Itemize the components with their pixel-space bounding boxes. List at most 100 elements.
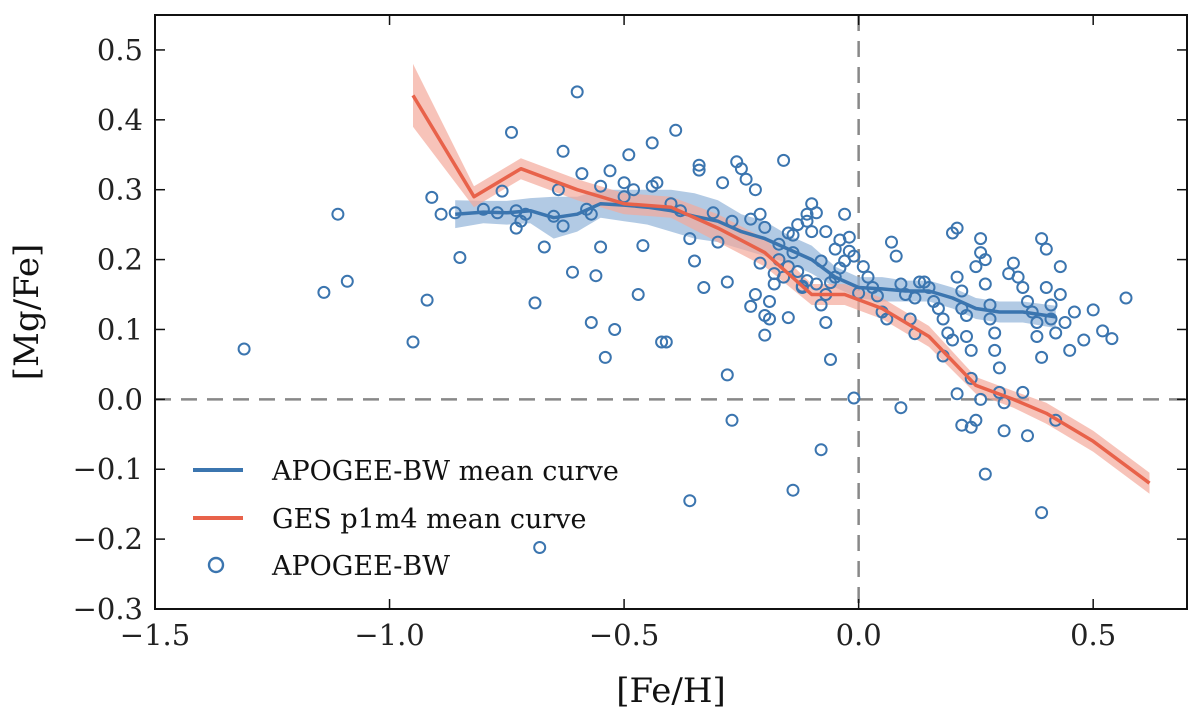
data-point (1021, 429, 1034, 443)
y-tick-label: 0.2 (97, 243, 143, 277)
data-point (758, 220, 772, 234)
data-point (570, 85, 584, 99)
data-point (594, 240, 608, 254)
data-point (753, 207, 767, 221)
data-point (645, 136, 659, 150)
data-point (1058, 316, 1072, 329)
data-point (589, 269, 603, 283)
x-tick-label: 0.0 (836, 618, 882, 652)
data-point (1053, 288, 1067, 301)
data-point (791, 218, 805, 232)
data-point (913, 275, 927, 289)
x-tick-label: 0.5 (1070, 618, 1116, 652)
data-point (1030, 330, 1044, 343)
ticks-layer: −1.5 −1.0 −0.5 0.0 0.5 −0.3 −0.2 −0.1 0.0 0.1 0.2 0… (73, 15, 1187, 652)
legend-label-apogee-points: APOGEE-BW (271, 551, 450, 582)
data-point (997, 424, 1011, 438)
data-point (1044, 298, 1058, 312)
data-point (1021, 295, 1034, 308)
data-point (688, 254, 701, 268)
data-point (734, 162, 748, 176)
plot-layer (155, 15, 1187, 609)
data-point (885, 235, 898, 249)
data-point (1006, 256, 1020, 270)
data-point (556, 144, 570, 158)
data-point (889, 249, 903, 263)
data-point (453, 251, 467, 264)
data-point (622, 148, 636, 162)
data-point (894, 401, 908, 415)
confidence-band-ges-mean (413, 63, 1150, 494)
data-point (528, 296, 542, 310)
data-point (955, 418, 969, 432)
data-point (964, 420, 978, 434)
data-point (988, 326, 1002, 340)
data-point (1035, 506, 1049, 520)
data-point (556, 219, 570, 233)
data-point (753, 256, 767, 270)
data-point (950, 270, 964, 284)
data-point (725, 413, 739, 427)
data-point (631, 288, 645, 301)
y-axis-label: [Mg/Fe] (7, 244, 47, 380)
legend-label-apogee-mean: APOGEE-BW mean curve (271, 456, 619, 487)
data-point (809, 206, 823, 220)
data-point (964, 371, 978, 385)
data-point (847, 391, 861, 405)
data-point (992, 361, 1006, 375)
data-point (936, 312, 950, 326)
data-point (983, 312, 997, 326)
data-point (767, 277, 781, 291)
data-point (434, 207, 448, 221)
data-point (533, 541, 547, 554)
data-point (1049, 326, 1063, 340)
data-point (1039, 242, 1053, 256)
data-point (824, 353, 837, 366)
data-point (880, 312, 894, 326)
data-point (575, 167, 589, 181)
x-tick-label: −0.5 (589, 618, 659, 652)
data-point (655, 335, 669, 349)
data-point (716, 176, 730, 190)
data-point (814, 298, 828, 312)
data-point (537, 240, 551, 254)
data-point (331, 207, 345, 221)
data-point (748, 183, 762, 197)
data-point (795, 279, 809, 293)
data-point (627, 183, 640, 197)
data-point (786, 483, 800, 497)
data-point (669, 123, 683, 137)
data-point (608, 323, 622, 336)
data-point (1030, 316, 1044, 329)
data-point (1035, 350, 1049, 364)
data-point (1063, 343, 1077, 357)
data-point (340, 274, 354, 288)
data-point (960, 330, 973, 343)
data-point (988, 343, 1002, 357)
data-point (922, 281, 936, 294)
data-point (974, 392, 988, 406)
data-point (748, 288, 762, 301)
data-point (814, 443, 828, 457)
data-point (1016, 385, 1030, 399)
data-point (683, 232, 697, 246)
y-tick-label: −0.1 (73, 452, 143, 486)
y-tick-label: −0.2 (73, 522, 143, 556)
data-point (697, 281, 711, 294)
y-tick-label: 0.1 (97, 312, 143, 346)
data-point (1119, 291, 1133, 305)
legend-swatch-apogee-points (207, 556, 225, 574)
data-point (1044, 312, 1058, 326)
data-point (819, 316, 833, 329)
data-point (838, 207, 852, 221)
y-tick-label: −0.3 (73, 592, 143, 626)
y-tick-label: 0.0 (97, 382, 143, 416)
data-point (692, 163, 706, 177)
data-point (1096, 324, 1110, 338)
data-point (650, 176, 664, 190)
data-point (819, 225, 833, 239)
data-point (1039, 281, 1053, 294)
data-point (692, 158, 706, 172)
